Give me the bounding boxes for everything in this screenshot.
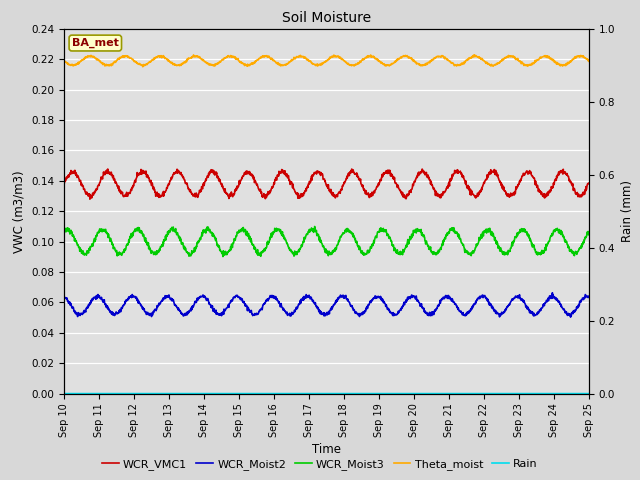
Line: Theta_moist: Theta_moist (64, 55, 589, 67)
Title: Soil Moisture: Soil Moisture (282, 11, 371, 25)
WCR_VMC1 (60, 180, 68, 186)
Line: WCR_VMC1: WCR_VMC1 (64, 169, 589, 199)
Rain (122, 391, 130, 396)
Rain (294, 391, 301, 396)
Theta_moist (585, 59, 593, 64)
WCR_Moist2 (359, 312, 367, 317)
Legend: WCR_VMC1, WCR_Moist2, WCR_Moist3, Theta_moist, Rain: WCR_VMC1, WCR_Moist2, WCR_Moist3, Theta_… (97, 455, 543, 474)
WCR_Moist3 (122, 245, 130, 251)
Rain (359, 391, 367, 396)
Rain (283, 391, 291, 396)
WCR_Moist3 (303, 232, 311, 238)
WCR_VMC1 (123, 190, 131, 195)
WCR_Moist3 (311, 224, 319, 229)
Rain (60, 391, 68, 396)
WCR_VMC1 (585, 180, 593, 186)
WCR_Moist3 (283, 240, 291, 246)
WCR_Moist2 (60, 293, 68, 299)
X-axis label: Time: Time (312, 443, 341, 456)
Y-axis label: Rain (mm): Rain (mm) (621, 180, 634, 242)
WCR_Moist3 (294, 250, 301, 255)
Text: BA_met: BA_met (72, 38, 119, 48)
WCR_VMC1 (101, 172, 109, 178)
WCR_Moist3 (60, 231, 68, 237)
Theta_moist (283, 61, 291, 67)
WCR_VMC1 (86, 196, 93, 202)
WCR_VMC1 (284, 174, 291, 180)
Theta_moist (359, 57, 367, 62)
Rain (100, 391, 108, 396)
WCR_Moist3 (219, 253, 227, 259)
WCR_Moist2 (567, 314, 575, 320)
Theta_moist (139, 64, 147, 70)
Theta_moist (294, 54, 301, 60)
WCR_Moist2 (294, 305, 301, 311)
WCR_VMC1 (360, 186, 367, 192)
Theta_moist (122, 53, 130, 59)
WCR_Moist2 (303, 293, 311, 299)
Theta_moist (60, 58, 68, 64)
Rain (303, 391, 311, 396)
WCR_Moist2 (283, 310, 291, 316)
WCR_Moist2 (122, 297, 130, 303)
WCR_VMC1 (104, 166, 111, 172)
Line: WCR_Moist2: WCR_Moist2 (64, 293, 589, 317)
WCR_Moist2 (585, 294, 593, 300)
WCR_VMC1 (294, 191, 302, 197)
Rain (585, 391, 593, 396)
WCR_Moist2 (548, 290, 556, 296)
Theta_moist (303, 57, 311, 62)
WCR_Moist3 (100, 228, 108, 233)
Y-axis label: VWC (m3/m3): VWC (m3/m3) (13, 170, 26, 252)
Theta_moist (100, 61, 108, 67)
WCR_Moist3 (360, 251, 367, 256)
WCR_Moist2 (100, 300, 108, 306)
Line: WCR_Moist3: WCR_Moist3 (64, 227, 589, 256)
WCR_Moist3 (585, 230, 593, 236)
Theta_moist (471, 52, 479, 58)
WCR_VMC1 (304, 183, 312, 189)
